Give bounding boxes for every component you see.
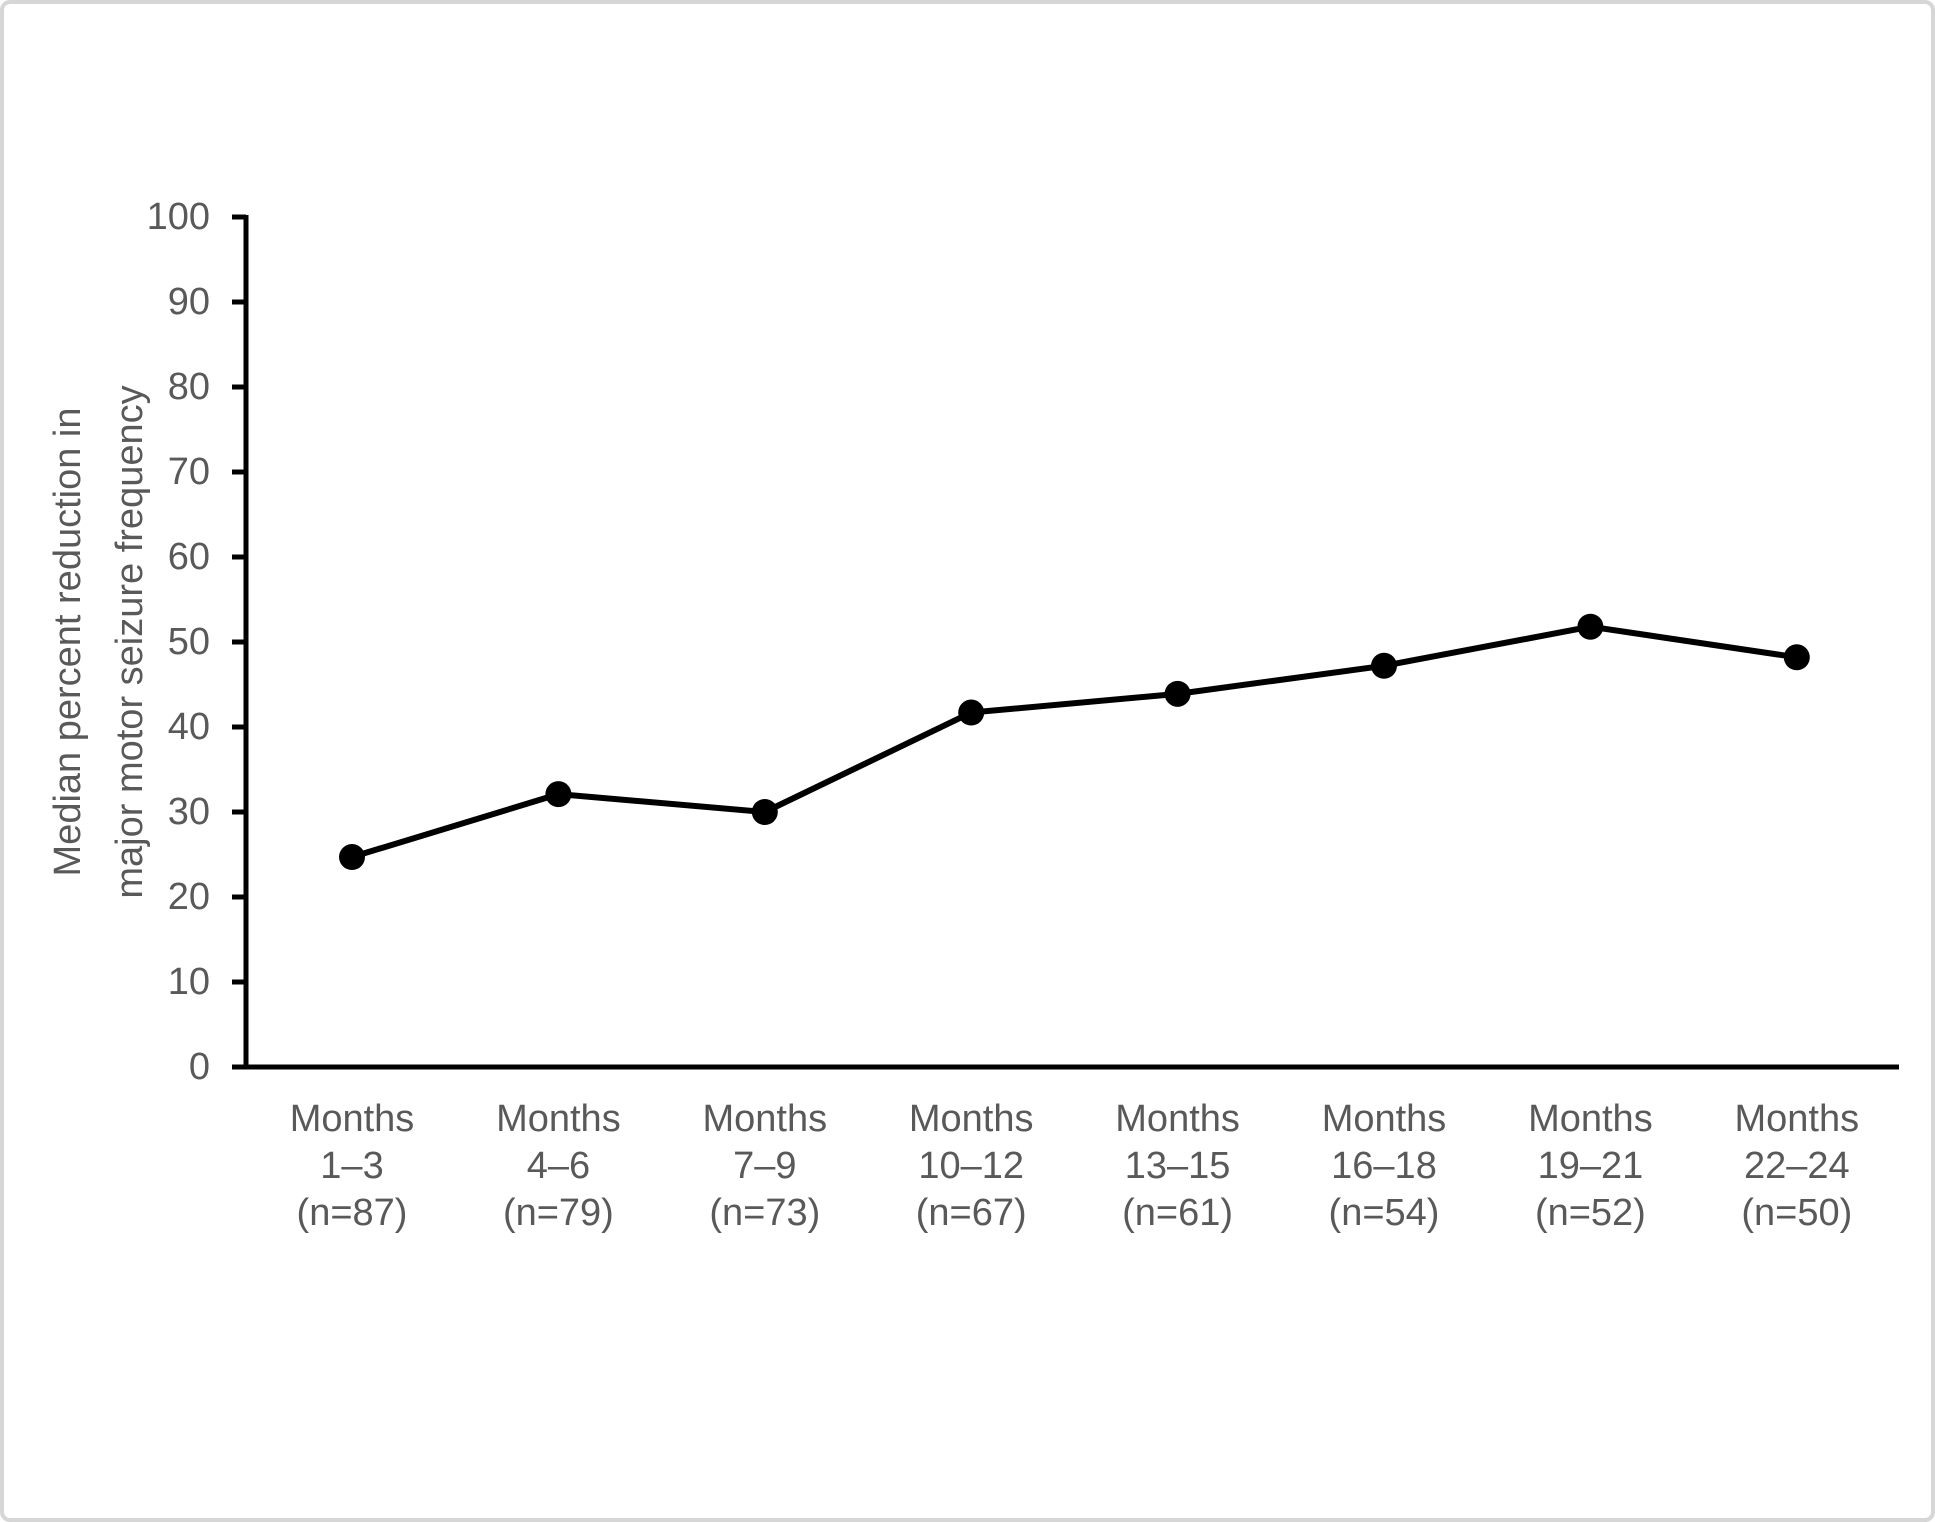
- y-tick-label: 90: [168, 281, 210, 323]
- y-axis-title-line-2: major motor seizure frequency: [109, 385, 151, 898]
- series-line: [351, 623, 1798, 860]
- x-axis-category-labels: Months 1–3 (n=87) Months 4–6 (n=79) Months 7–9(…: [290, 1098, 1859, 1234]
- x-category-label: Months 13–15 (n=61): [1115, 1098, 1240, 1234]
- y-tick-label: 0: [189, 1046, 210, 1088]
- data-point-marker: [1371, 652, 1397, 679]
- data-point-marker: [1783, 644, 1810, 671]
- y-tick-label: 100: [147, 196, 210, 238]
- x-category-label: Months 10–12 (n=67): [909, 1098, 1034, 1234]
- y-tick-label: 60: [168, 536, 210, 578]
- line-chart: Median percent reduction in major motor …: [47, 196, 1899, 1234]
- data-series: [339, 613, 1810, 871]
- data-point-marker: [339, 844, 365, 871]
- y-tick-label: 40: [168, 706, 210, 748]
- data-point-marker: [1577, 613, 1604, 640]
- data-point-marker: [751, 799, 778, 825]
- y-tick-label: 70: [168, 451, 210, 493]
- x-category-label: Months 7–9 (n=73): [702, 1098, 827, 1234]
- y-tick-label: 50: [168, 621, 210, 663]
- x-category-label: Months 16–18 (n=54): [1322, 1098, 1447, 1234]
- y-tick-label: 80: [168, 366, 210, 408]
- data-point-marker: [545, 781, 572, 808]
- y-tick-label: 10: [168, 961, 210, 1003]
- y-tick-label: 20: [168, 876, 210, 918]
- x-category-label: Months 19–21 (n=52): [1528, 1098, 1653, 1234]
- y-axis-ticks: [232, 214, 246, 1070]
- data-point-marker: [1164, 680, 1191, 707]
- x-category-label: Months 4–6 (n=79): [496, 1098, 621, 1234]
- y-axis-tick-labels: 0 10 20 30 40 50 60 70 80 90 100: [147, 196, 210, 1088]
- x-category-label: Months 1–3 (n=87): [290, 1098, 415, 1234]
- x-category-label: Months 22–24 (n=50): [1734, 1098, 1859, 1234]
- y-tick-label: 30: [168, 791, 210, 833]
- y-axis-title-line-1: Median percent reduction in: [47, 408, 89, 877]
- data-point-marker: [958, 699, 985, 726]
